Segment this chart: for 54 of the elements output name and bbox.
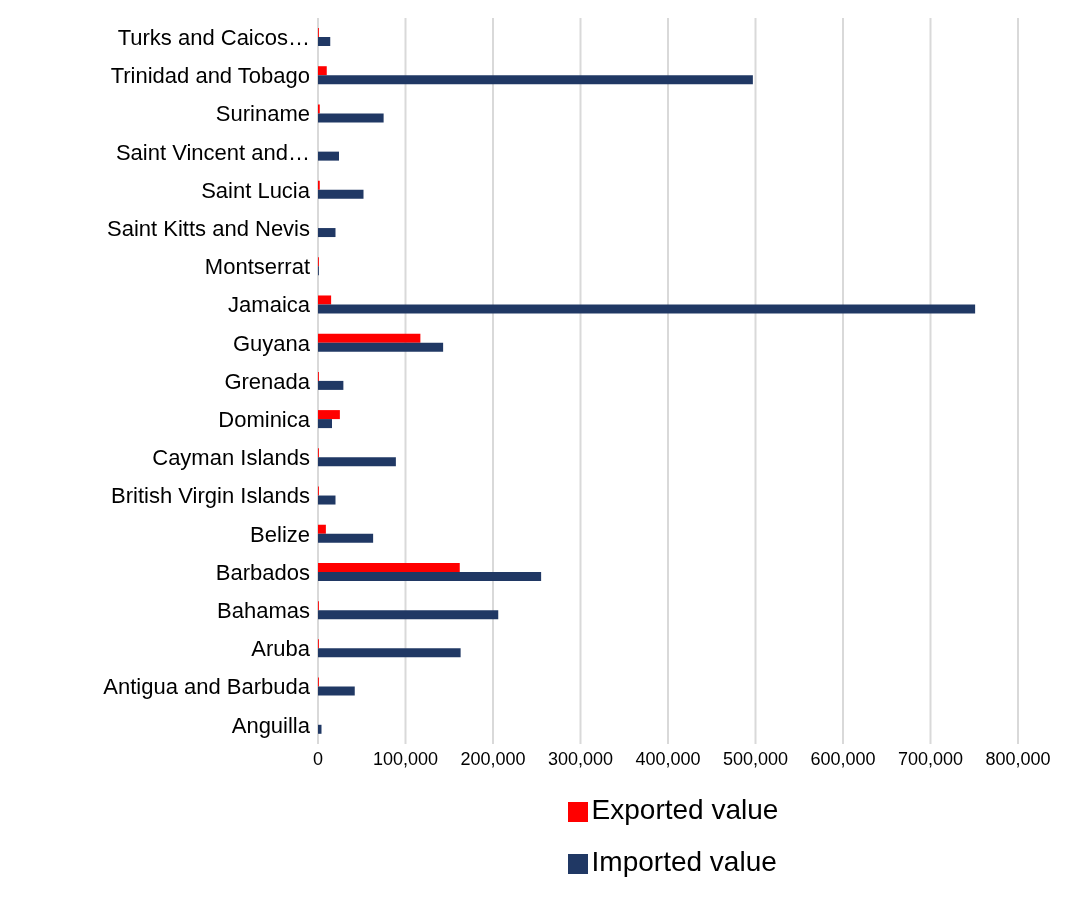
y-tick-label: Saint Kitts and Nevis: [107, 215, 310, 241]
x-tick-label: 600,000: [810, 748, 876, 769]
bar: [318, 228, 336, 238]
bar: [318, 37, 331, 46]
y-tick-label: Cayman Islands: [152, 445, 310, 471]
bar: [318, 457, 396, 467]
bar: [318, 342, 444, 352]
y-tick-label: Turks and Caicos…: [117, 24, 310, 50]
y-tick-label: Grenada: [224, 368, 311, 394]
bar: [318, 189, 364, 199]
y-tick-label: Jamaica: [228, 292, 311, 318]
bar: [318, 495, 336, 505]
bar: [318, 410, 340, 420]
bar: [318, 380, 344, 390]
bar: [318, 295, 332, 305]
legend-label: Exported value: [591, 794, 779, 825]
y-tick-label: British Virgin Islands: [111, 483, 310, 509]
bar: [318, 151, 339, 161]
bar: [318, 562, 460, 572]
x-tick-label: 500,000: [722, 748, 789, 769]
y-tick-label: Trinidad and Tobago: [110, 63, 310, 89]
x-tick-label: 800,000: [985, 748, 1051, 769]
y-tick-label: Bahamas: [217, 598, 310, 624]
y-tick-label: Barbados: [215, 559, 310, 585]
x-tick-label: 0: [312, 748, 324, 769]
y-tick-label: Antigua and Barbuda: [103, 674, 311, 700]
bar: [318, 333, 421, 343]
legend-label: Imported value: [591, 846, 777, 877]
y-tick-label: Dominica: [218, 407, 311, 433]
y-tick-label: Montserrat: [204, 254, 310, 280]
bar: [318, 724, 322, 734]
bar: [318, 419, 332, 429]
y-tick-label: Aruba: [251, 636, 311, 662]
y-tick-label: Suriname: [215, 101, 310, 127]
x-tick-label: 100,000: [372, 748, 439, 769]
y-tick-label: Anguilla: [231, 712, 311, 738]
x-tick-label: 700,000: [897, 748, 964, 769]
bar: [318, 113, 384, 123]
bar: [318, 524, 326, 534]
bar: [318, 571, 542, 581]
x-tick-label: 400,000: [635, 748, 701, 769]
y-tick-label: Belize: [250, 521, 310, 547]
bar: [318, 533, 374, 543]
bar: [318, 304, 976, 314]
y-tick-label: Saint Lucia: [201, 177, 311, 203]
bar: [318, 66, 327, 76]
x-tick-label: 200,000: [460, 748, 526, 769]
y-tick-label: Guyana: [232, 330, 311, 356]
y-tick-label: Saint Vincent and…: [115, 139, 310, 165]
bar: [318, 610, 499, 620]
bar: [318, 648, 461, 658]
bar: [318, 686, 355, 696]
bar: [318, 75, 753, 85]
x-tick-label: 300,000: [547, 748, 614, 769]
